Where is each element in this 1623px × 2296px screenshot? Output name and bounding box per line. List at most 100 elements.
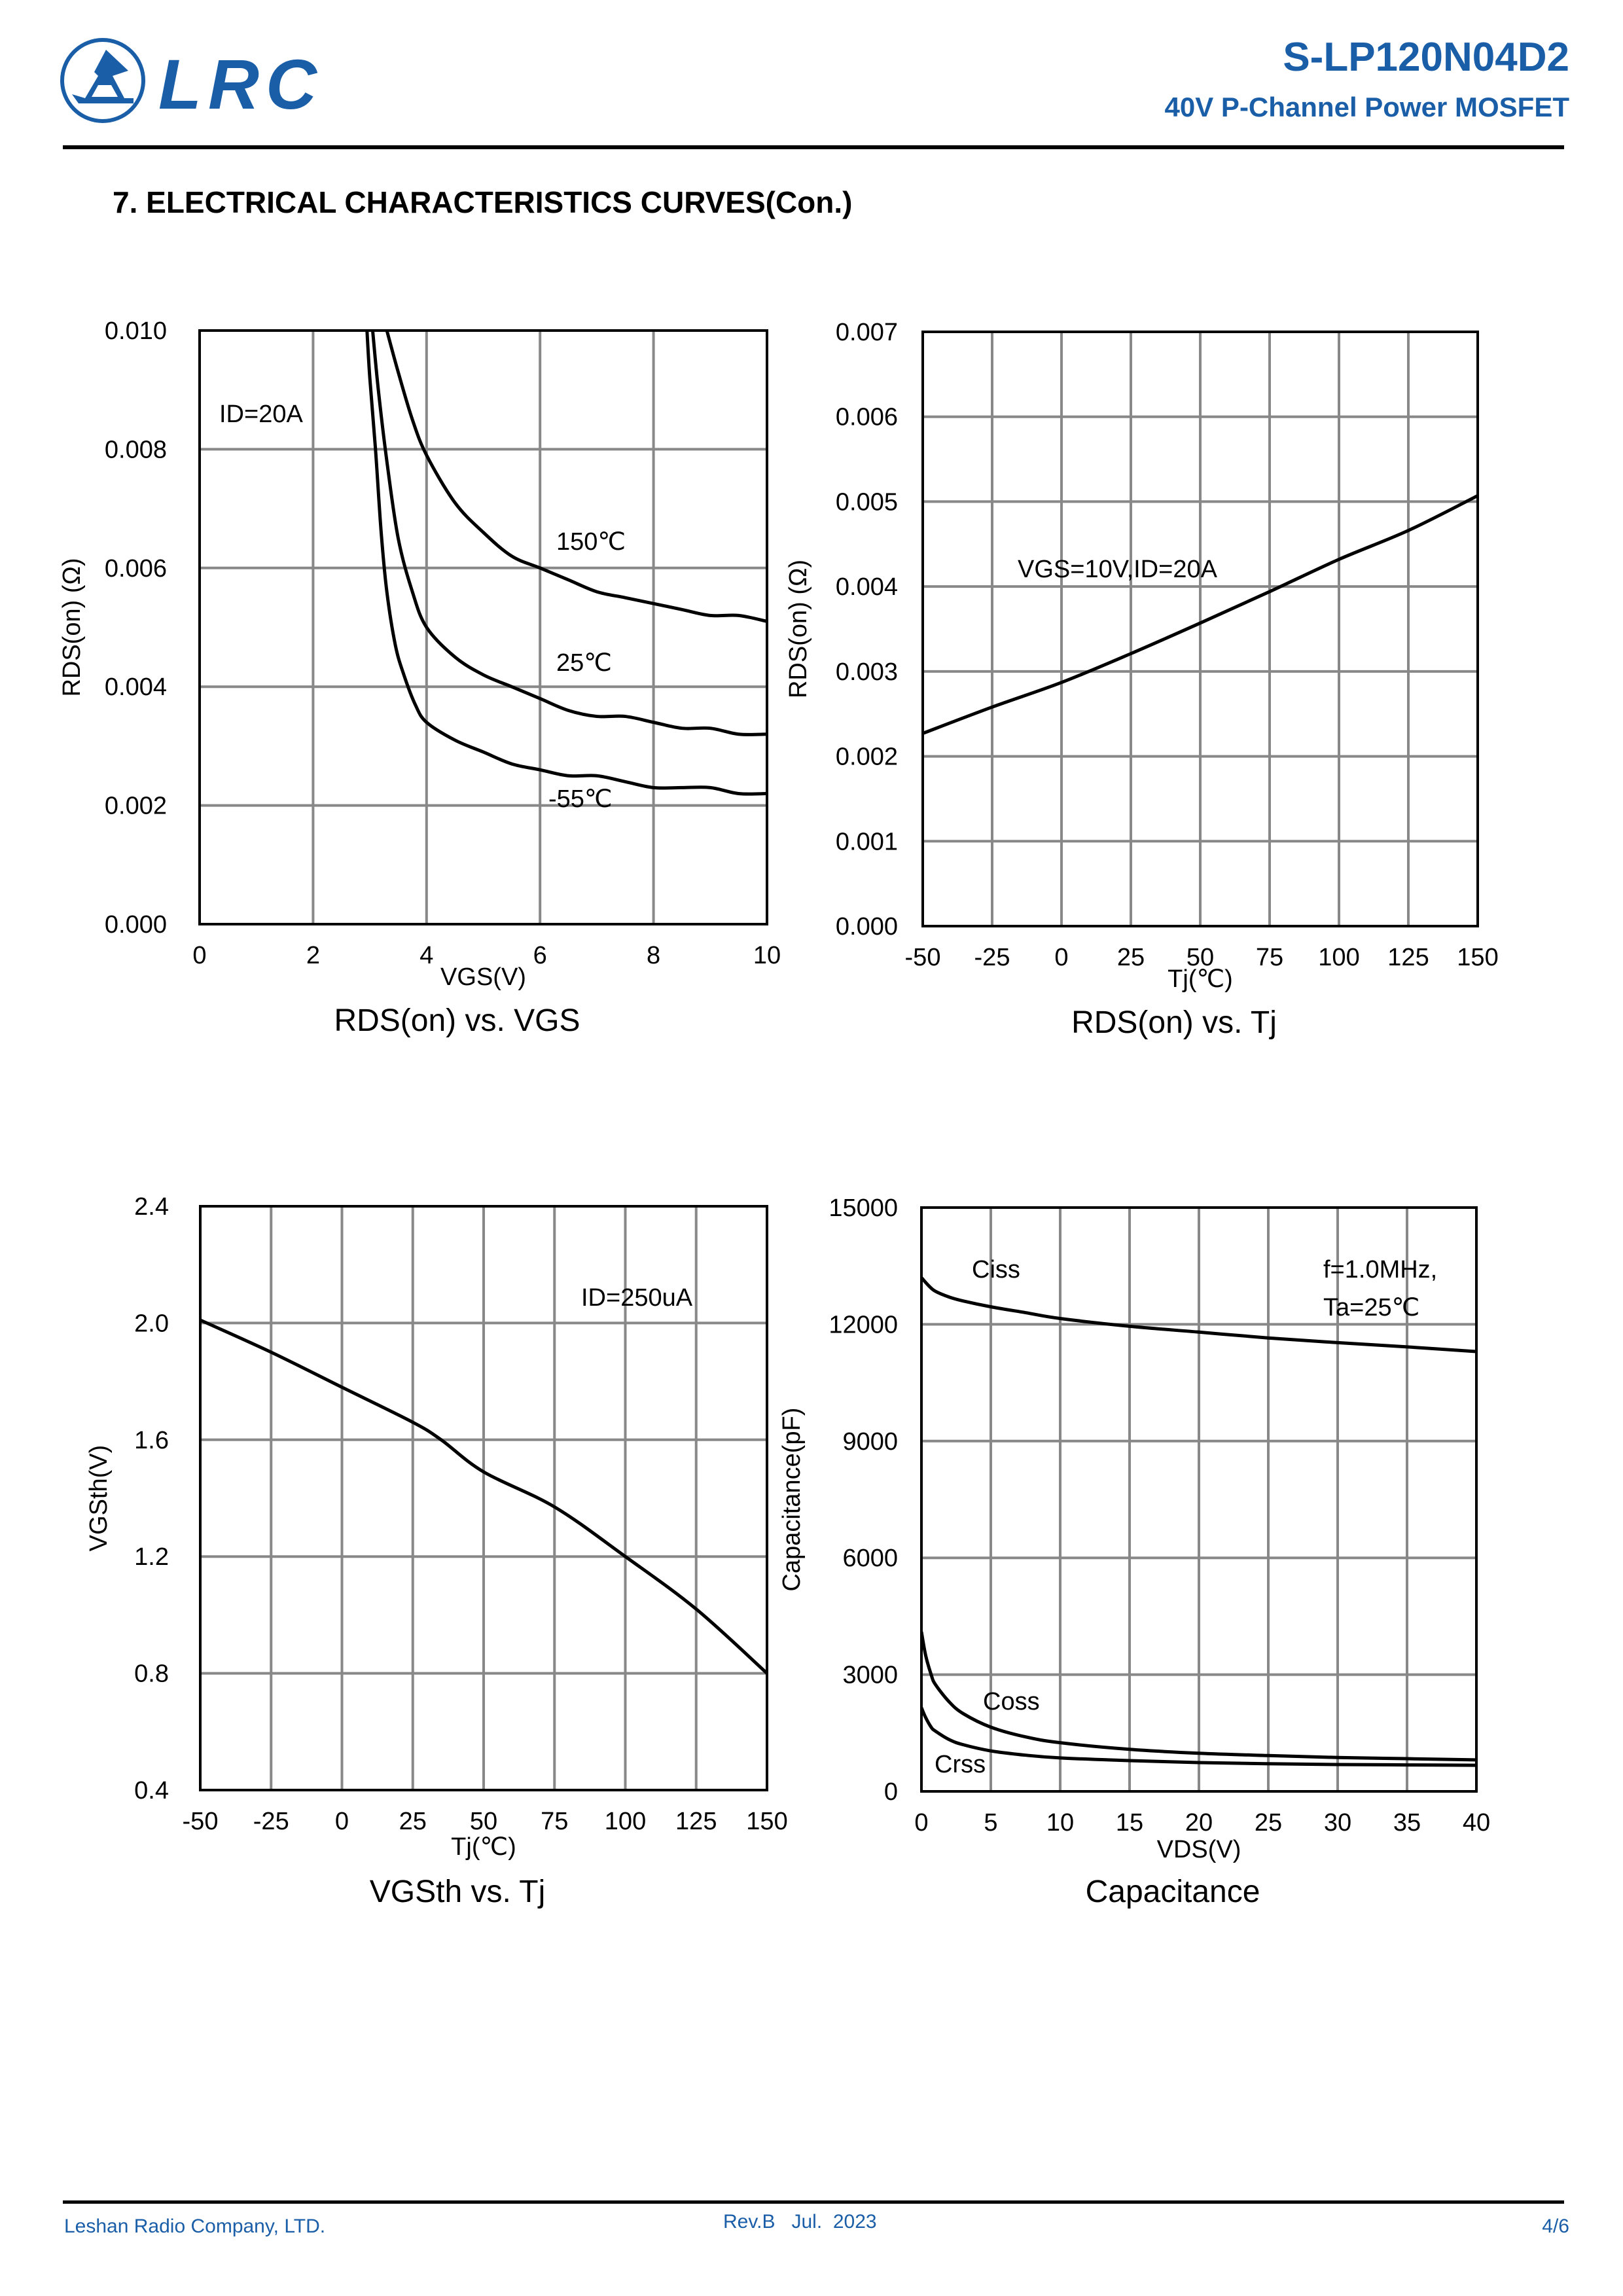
x-tick-label: 125: [1387, 944, 1429, 971]
y-tick-label: 0.000: [105, 911, 167, 939]
x-tick-label: 0: [1054, 944, 1068, 971]
y-tick-label: 0.007: [836, 319, 898, 346]
x-tick-label: 150: [746, 1808, 787, 1835]
y-axis-label: RDS(on) (Ω): [58, 558, 86, 696]
series-line-25: [370, 331, 767, 736]
x-tick-label: 2: [306, 942, 320, 969]
x-tick-label: 75: [1256, 944, 1283, 971]
chart-annotation: VGS=10V,ID=20A: [1018, 556, 1218, 583]
chart-annotation: ID=250uA: [581, 1284, 693, 1312]
x-tick-label: 10: [753, 942, 781, 969]
x-tick-label: 0: [192, 942, 206, 969]
plot-frame: [199, 1205, 768, 1791]
x-tick-label: 20: [1185, 1809, 1213, 1837]
chart-annotation: Ta=25℃: [1323, 1294, 1419, 1321]
x-tick-label: 100: [605, 1808, 646, 1835]
x-tick-label: 6: [533, 942, 547, 969]
lrc-logo: LRC: [60, 38, 322, 124]
chart-annotation: ID=20A: [219, 401, 303, 428]
product-subtitle: 40V P-Channel Power MOSFET: [1164, 92, 1569, 122]
x-tick-label: 100: [1318, 944, 1359, 971]
y-tick-label: 12000: [829, 1311, 898, 1338]
x-axis-label: VGS(V): [440, 963, 526, 991]
x-tick-label: 5: [984, 1809, 997, 1837]
plot-frame: [198, 329, 768, 925]
x-tick-label: 0: [914, 1809, 928, 1837]
curve-label: 150℃: [556, 528, 626, 556]
x-axis-label: VDS(V): [1157, 1836, 1241, 1863]
y-tick-label: 0.004: [836, 573, 898, 601]
y-tick-label: 2.0: [134, 1310, 169, 1337]
x-tick-label: 25: [1255, 1809, 1282, 1837]
section-title: 7. ELECTRICAL CHARACTERISTICS CURVES(Con…: [113, 185, 853, 219]
x-tick-label: 0: [335, 1808, 349, 1835]
curve-label: Crss: [935, 1751, 986, 1778]
y-tick-label: 0.4: [134, 1777, 169, 1804]
y-tick-label: 0.8: [134, 1660, 169, 1688]
footer-company: Leshan Radio Company, LTD.: [64, 2215, 326, 2237]
footer-revision: Rev.B Jul. 2023: [723, 2211, 877, 2233]
y-tick-label: 0: [884, 1778, 898, 1806]
curve-label: Ciss: [972, 1256, 1020, 1283]
footer-divider: [63, 2200, 1564, 2204]
y-tick-label: 0.010: [105, 317, 167, 345]
x-tick-label: 25: [1117, 944, 1145, 971]
series-line-crss: [921, 1707, 1476, 1767]
y-tick-label: 9000: [842, 1428, 898, 1456]
x-tick-label: 50: [1186, 944, 1214, 971]
y-tick-label: 1.6: [134, 1427, 169, 1454]
y-tick-label: 2.4: [134, 1193, 169, 1221]
x-tick-label: 125: [675, 1808, 717, 1835]
series-line-rdson: [923, 494, 1478, 735]
x-tick-label: 150: [1457, 944, 1498, 971]
series-line-150: [385, 331, 767, 623]
plot-frame: [920, 1206, 1478, 1793]
logo-text: LRC: [158, 45, 322, 123]
y-tick-label: 0.003: [836, 658, 898, 686]
x-tick-label: 15: [1116, 1809, 1143, 1837]
series-line-vgsth: [200, 1318, 767, 1675]
y-tick-label: 0.002: [105, 793, 167, 820]
x-tick-label: 40: [1463, 1809, 1490, 1837]
part-number: S-LP120N04D2: [1283, 35, 1569, 80]
x-axis-label: Tj(℃): [451, 1833, 516, 1861]
x-tick-label: 8: [647, 942, 660, 969]
y-tick-label: 0.000: [836, 913, 898, 941]
x-tick-label: -50: [183, 1808, 219, 1835]
series-line-coss: [921, 1631, 1476, 1762]
chart-title: Capacitance: [1086, 1874, 1260, 1909]
curve-label: Coss: [983, 1688, 1040, 1715]
chart-annotation: f=1.0MHz,: [1323, 1256, 1437, 1283]
footer-page-number: 4/6: [1542, 2215, 1569, 2237]
y-tick-label: 0.004: [105, 673, 167, 701]
y-axis-label: VGSth(V): [85, 1445, 113, 1552]
plot-frame: [921, 331, 1479, 927]
x-tick-label: 25: [399, 1808, 427, 1835]
y-tick-label: 0.006: [105, 555, 167, 583]
y-tick-label: 0.008: [105, 436, 167, 463]
logo-circle-icon: [60, 38, 145, 123]
x-axis-label: Tj(℃): [1168, 965, 1233, 993]
x-tick-label: -25: [253, 1808, 289, 1835]
y-axis-label: Capacitance(pF): [778, 1408, 806, 1592]
y-tick-label: 0.002: [836, 744, 898, 771]
x-tick-label: 30: [1324, 1809, 1351, 1837]
x-tick-label: 50: [470, 1808, 497, 1835]
y-tick-label: 1.2: [134, 1543, 169, 1571]
chart-title: RDS(on) vs. Tj: [1071, 1005, 1277, 1040]
y-tick-label: 3000: [842, 1662, 898, 1689]
chart-title: RDS(on) vs. VGS: [334, 1003, 580, 1038]
series-line-ciss: [921, 1276, 1476, 1354]
curve-label: -55℃: [548, 785, 613, 813]
y-tick-label: 0.005: [836, 488, 898, 516]
y-tick-label: 15000: [829, 1194, 898, 1222]
y-tick-label: 6000: [842, 1545, 898, 1572]
x-tick-label: -50: [905, 944, 941, 971]
x-tick-label: 4: [419, 942, 433, 969]
logo-sail-icon: [72, 50, 134, 103]
x-tick-label: 35: [1393, 1809, 1421, 1837]
x-tick-label: -25: [974, 944, 1010, 971]
